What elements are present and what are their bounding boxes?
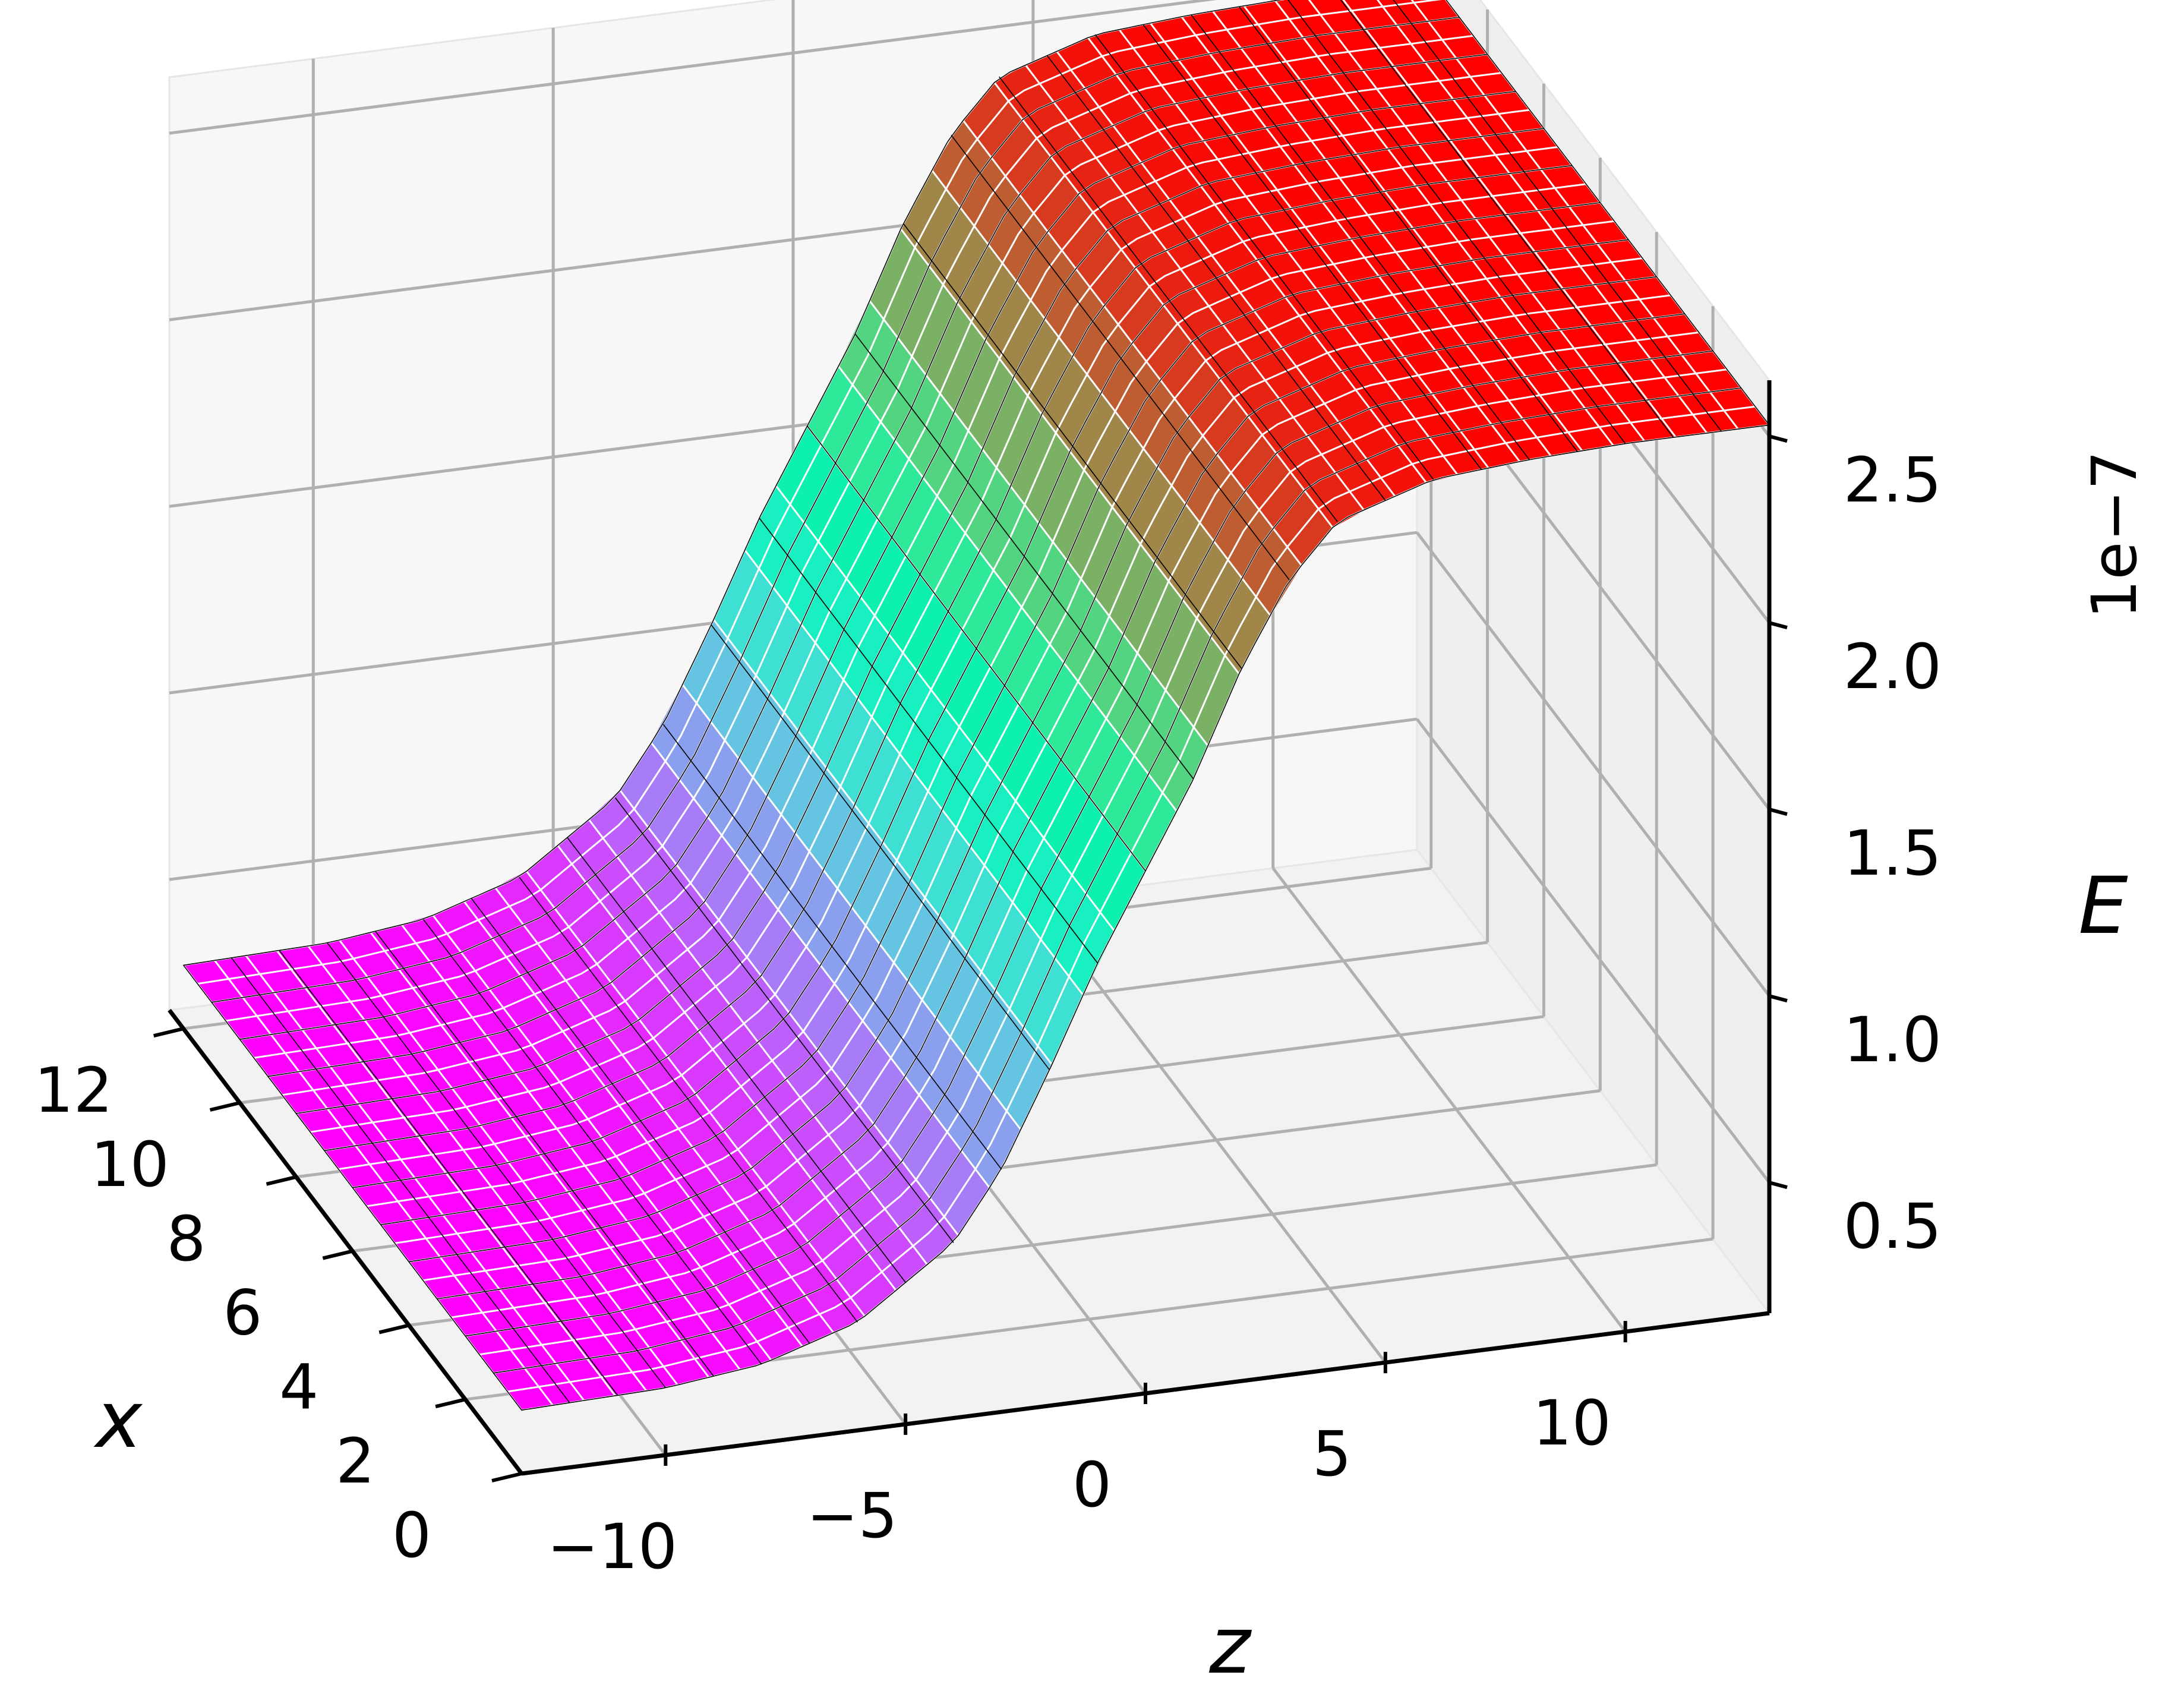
e-tick: [1769, 1181, 1788, 1190]
z-axis-title: z: [1208, 1600, 1252, 1692]
x-tick: [378, 1323, 409, 1335]
grid-floor-z: [1271, 867, 1627, 1333]
e-tick-label: 2.5: [1844, 444, 1942, 516]
wire-black-z: [279, 950, 618, 1396]
wire-black-z: [807, 425, 1146, 872]
x-tick-label: 0: [392, 1499, 431, 1572]
e-tick: [1769, 994, 1788, 1003]
x-tick-label: 12: [34, 1054, 113, 1127]
wire-black-z: [1094, 34, 1434, 480]
z-tick-label: −5: [806, 1480, 897, 1552]
wire-black-z: [854, 333, 1194, 780]
grid-back-e: [169, 0, 1217, 135]
surface-mesh: [182, 0, 1770, 1411]
wire-black-z: [375, 930, 714, 1377]
wire-black-z: [1239, 6, 1578, 452]
wire-black-z: [902, 223, 1242, 669]
wire-black-z: [231, 957, 570, 1403]
grid-right-e: [1416, 718, 1770, 1184]
x-tick: [322, 1249, 354, 1260]
x-tick: [435, 1398, 466, 1409]
wire-black-z: [567, 837, 906, 1283]
x-tick: [266, 1175, 297, 1186]
wire-black-z: [1191, 14, 1530, 460]
z-tick-label: 10: [1533, 1387, 1611, 1459]
wire-black-z: [711, 624, 1050, 1071]
x-tick: [491, 1472, 522, 1482]
e-tick: [1769, 808, 1788, 816]
wire-black-z: [471, 898, 810, 1344]
z-tick-label: −10: [547, 1510, 677, 1583]
x-tick: [209, 1101, 241, 1112]
e-tick-label: 2.0: [1844, 630, 1942, 703]
e-offset-label: 1e−7: [2078, 450, 2151, 619]
wire-black-x: [183, 0, 1283, 966]
wire-black-z: [1143, 24, 1482, 470]
x-tick: [153, 1027, 184, 1038]
x-tick-label: 8: [166, 1203, 206, 1275]
wire-black-z: [183, 964, 522, 1411]
axes-lines: [153, 380, 1788, 1482]
e-axis-title: E: [2078, 860, 2128, 952]
wire-black-z: [1393, 0, 1722, 432]
wire-black-z: [519, 876, 859, 1323]
wire-black-z: [327, 942, 666, 1389]
wire-black-z: [999, 76, 1338, 522]
x-axis-line: [168, 1008, 523, 1475]
wire-black-z: [1287, 0, 1626, 444]
x-tick-label: 6: [223, 1277, 262, 1349]
e-tick: [1769, 621, 1788, 630]
wire-black-z: [1046, 55, 1386, 501]
e-tick-label: 1.5: [1844, 817, 1942, 889]
x-tick-label: 10: [90, 1128, 169, 1201]
grid-right-e: [1416, 531, 1770, 997]
wire-black-z: [951, 134, 1290, 581]
e-tick: [1769, 434, 1788, 443]
wire-black-z: [422, 919, 762, 1365]
x-axis-title: x: [93, 1374, 143, 1466]
wire-black-z: [759, 518, 1098, 964]
z-tick-label: 5: [1312, 1418, 1352, 1490]
wire-black-z: [1446, 0, 1770, 425]
wire-black-z: [662, 724, 1002, 1170]
e-tick-label: 0.5: [1844, 1190, 1942, 1263]
wire-black-z: [615, 797, 954, 1243]
z-tick-label: 0: [1072, 1449, 1112, 1521]
e-tick-label: 1.0: [1844, 1004, 1942, 1076]
x-tick-label: 2: [336, 1425, 375, 1497]
x-tick-label: 4: [279, 1351, 318, 1423]
wire-black-z: [1340, 0, 1674, 438]
